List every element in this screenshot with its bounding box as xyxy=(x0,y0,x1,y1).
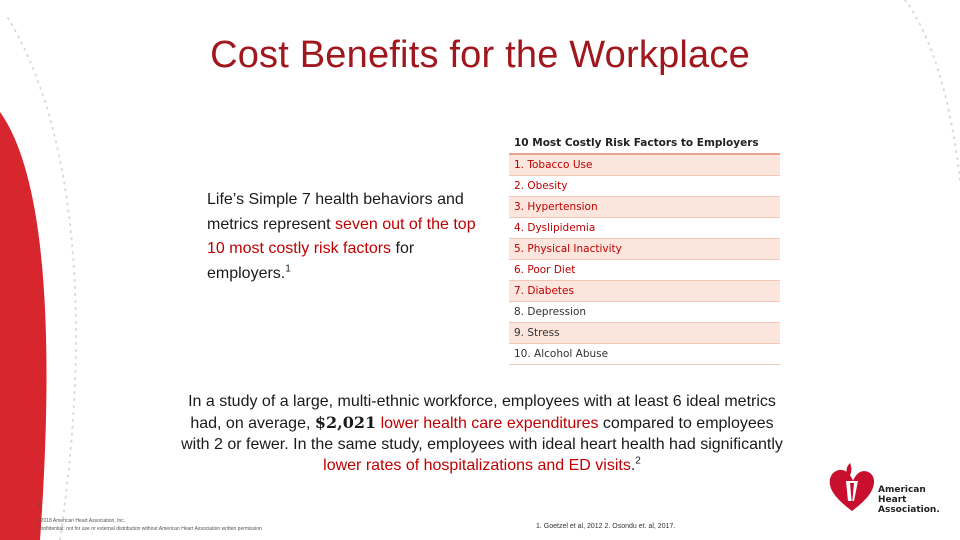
table-row: 9. Stress xyxy=(509,323,780,344)
study-highlight-hospitalizations: lower rates of hospitalizations and ED v… xyxy=(323,457,631,474)
dotted-arc-right xyxy=(904,0,960,181)
copyright-line: ©2018 American Heart Association, Inc. xyxy=(37,518,126,524)
copyright-notice: ©2018 American Heart Association, Inc. C… xyxy=(37,517,262,533)
intro-highlight: seven out of the top 10 most costly risk… xyxy=(207,215,476,258)
page-number: 4 xyxy=(37,502,41,509)
table-row: 7. Diabetes xyxy=(509,281,780,302)
table-row: 8. Depression xyxy=(509,302,780,323)
red-arc-shape xyxy=(0,112,47,540)
table-row: 4. Dyslipidemia xyxy=(509,218,780,239)
table-row: 2. Obesity xyxy=(509,176,780,197)
study-highlight-expenditures: lower health care expenditures xyxy=(380,415,599,432)
study-text-middle: compared to employees with 2 or fewer. I… xyxy=(181,415,783,453)
logo-wordmark: American Heart Association. xyxy=(878,485,940,515)
table-row: 6. Poor Diet xyxy=(509,260,780,281)
table-row: 5. Physical Inactivity xyxy=(509,239,780,260)
study-text: In a study of a large, multi-ethnic work… xyxy=(188,393,776,432)
page-title: Cost Benefits for the Workplace xyxy=(210,34,750,76)
table-row: 1. Tobacco Use xyxy=(509,155,780,176)
table-header: 10 Most Costly Risk Factors to Employers xyxy=(509,133,780,155)
risk-factors-table: 10 Most Costly Risk Factors to Employers… xyxy=(509,133,780,365)
confidential-line: Confidential: not for use or external di… xyxy=(37,526,262,532)
study-paragraph: In a study of a large, multi-ethnic work… xyxy=(180,391,784,476)
heart-torch-icon xyxy=(829,463,875,511)
study-text-end: . xyxy=(630,457,636,474)
intro-text-end: for employers. xyxy=(207,240,415,282)
savings-amount: $2,021 xyxy=(314,413,377,432)
intro-paragraph: Life’s Simple 7 health behaviors and met… xyxy=(207,188,477,286)
references: 1. Goetzel et al, 2012 2. Osondu et. al,… xyxy=(536,523,676,530)
footnote-marker: 1 xyxy=(285,263,291,275)
footnote-marker: 2 xyxy=(635,455,641,467)
intro-text: Life’s Simple 7 health behaviors and met… xyxy=(207,191,464,233)
table-row: 10. Alcohol Abuse xyxy=(509,344,780,365)
table-row: 3. Hypertension xyxy=(509,197,780,218)
